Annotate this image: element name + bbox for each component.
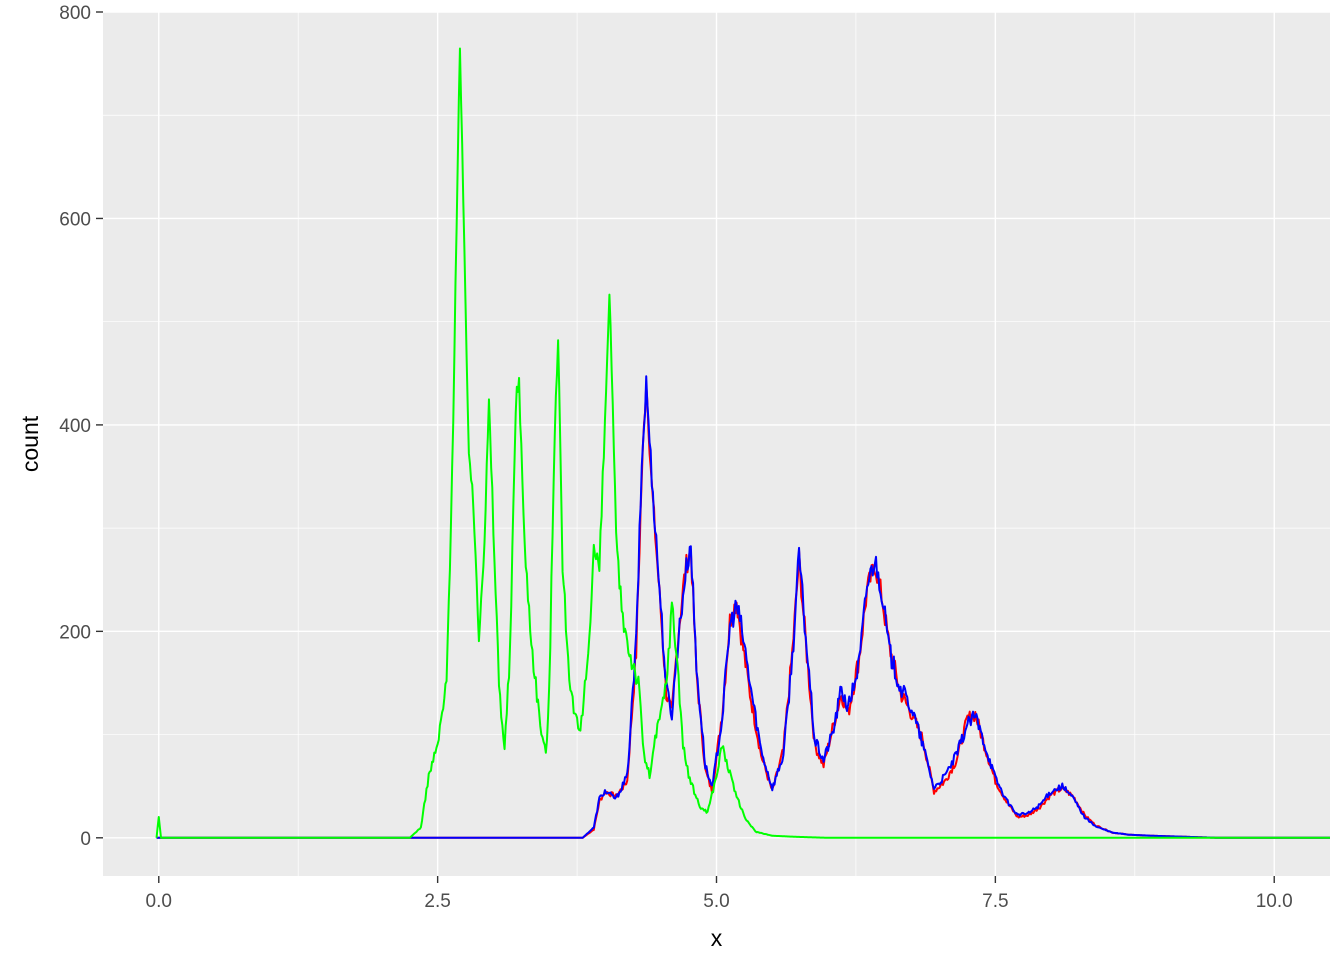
x-tick-label: 7.5: [982, 891, 1008, 912]
y-tick-label: 0: [80, 829, 91, 850]
x-tick-label: 10.0: [1256, 891, 1293, 912]
series-line-3: [155, 47, 1330, 839]
axis-layer: 0.0 2.5 5.0 7.5 10.0 0 200 400 600 800: [59, 3, 1292, 912]
x-tick-label: 0.0: [146, 891, 172, 912]
y-tick-label: 200: [59, 622, 91, 643]
x-tick-label: 5.0: [703, 891, 729, 912]
x-tick-label: 2.5: [424, 891, 450, 912]
y-tick-label: 600: [59, 209, 91, 230]
grid-layer: [103, 11, 1330, 876]
y-tick-label: 400: [59, 416, 91, 437]
y-tick-label: 800: [59, 3, 91, 24]
x-axis-title: x: [711, 925, 723, 951]
series-layer: [155, 47, 1330, 839]
y-axis-title: count: [17, 415, 43, 472]
